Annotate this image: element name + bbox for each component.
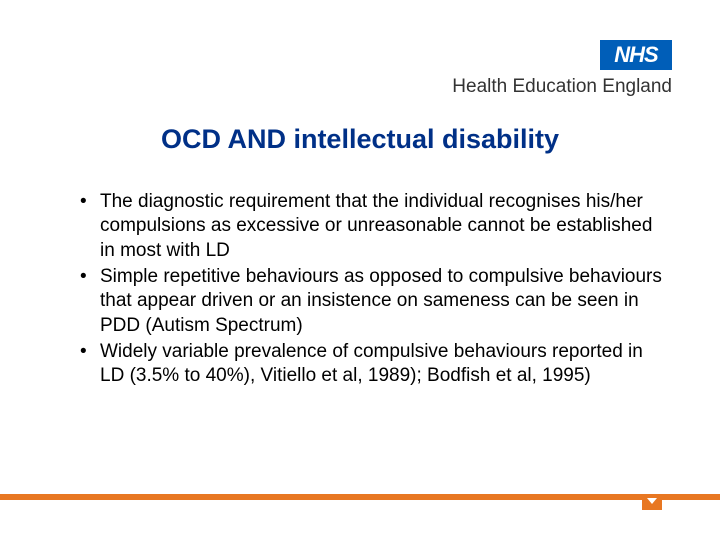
list-item: Widely variable prevalence of compulsive… [78,340,668,389]
slide-title: OCD AND intellectual disability [0,124,720,155]
brand-subtitle: Health Education England [452,76,672,98]
list-item: Simple repetitive behaviours as opposed … [78,265,668,338]
footer-accent-bar [0,494,720,500]
bullet-list: The diagnostic requirement that the indi… [78,190,668,389]
header: NHS [600,40,672,70]
nhs-logo: NHS [600,40,672,70]
footer-notch-icon [642,494,662,510]
list-item: The diagnostic requirement that the indi… [78,190,668,263]
slide-body: The diagnostic requirement that the indi… [78,190,668,391]
